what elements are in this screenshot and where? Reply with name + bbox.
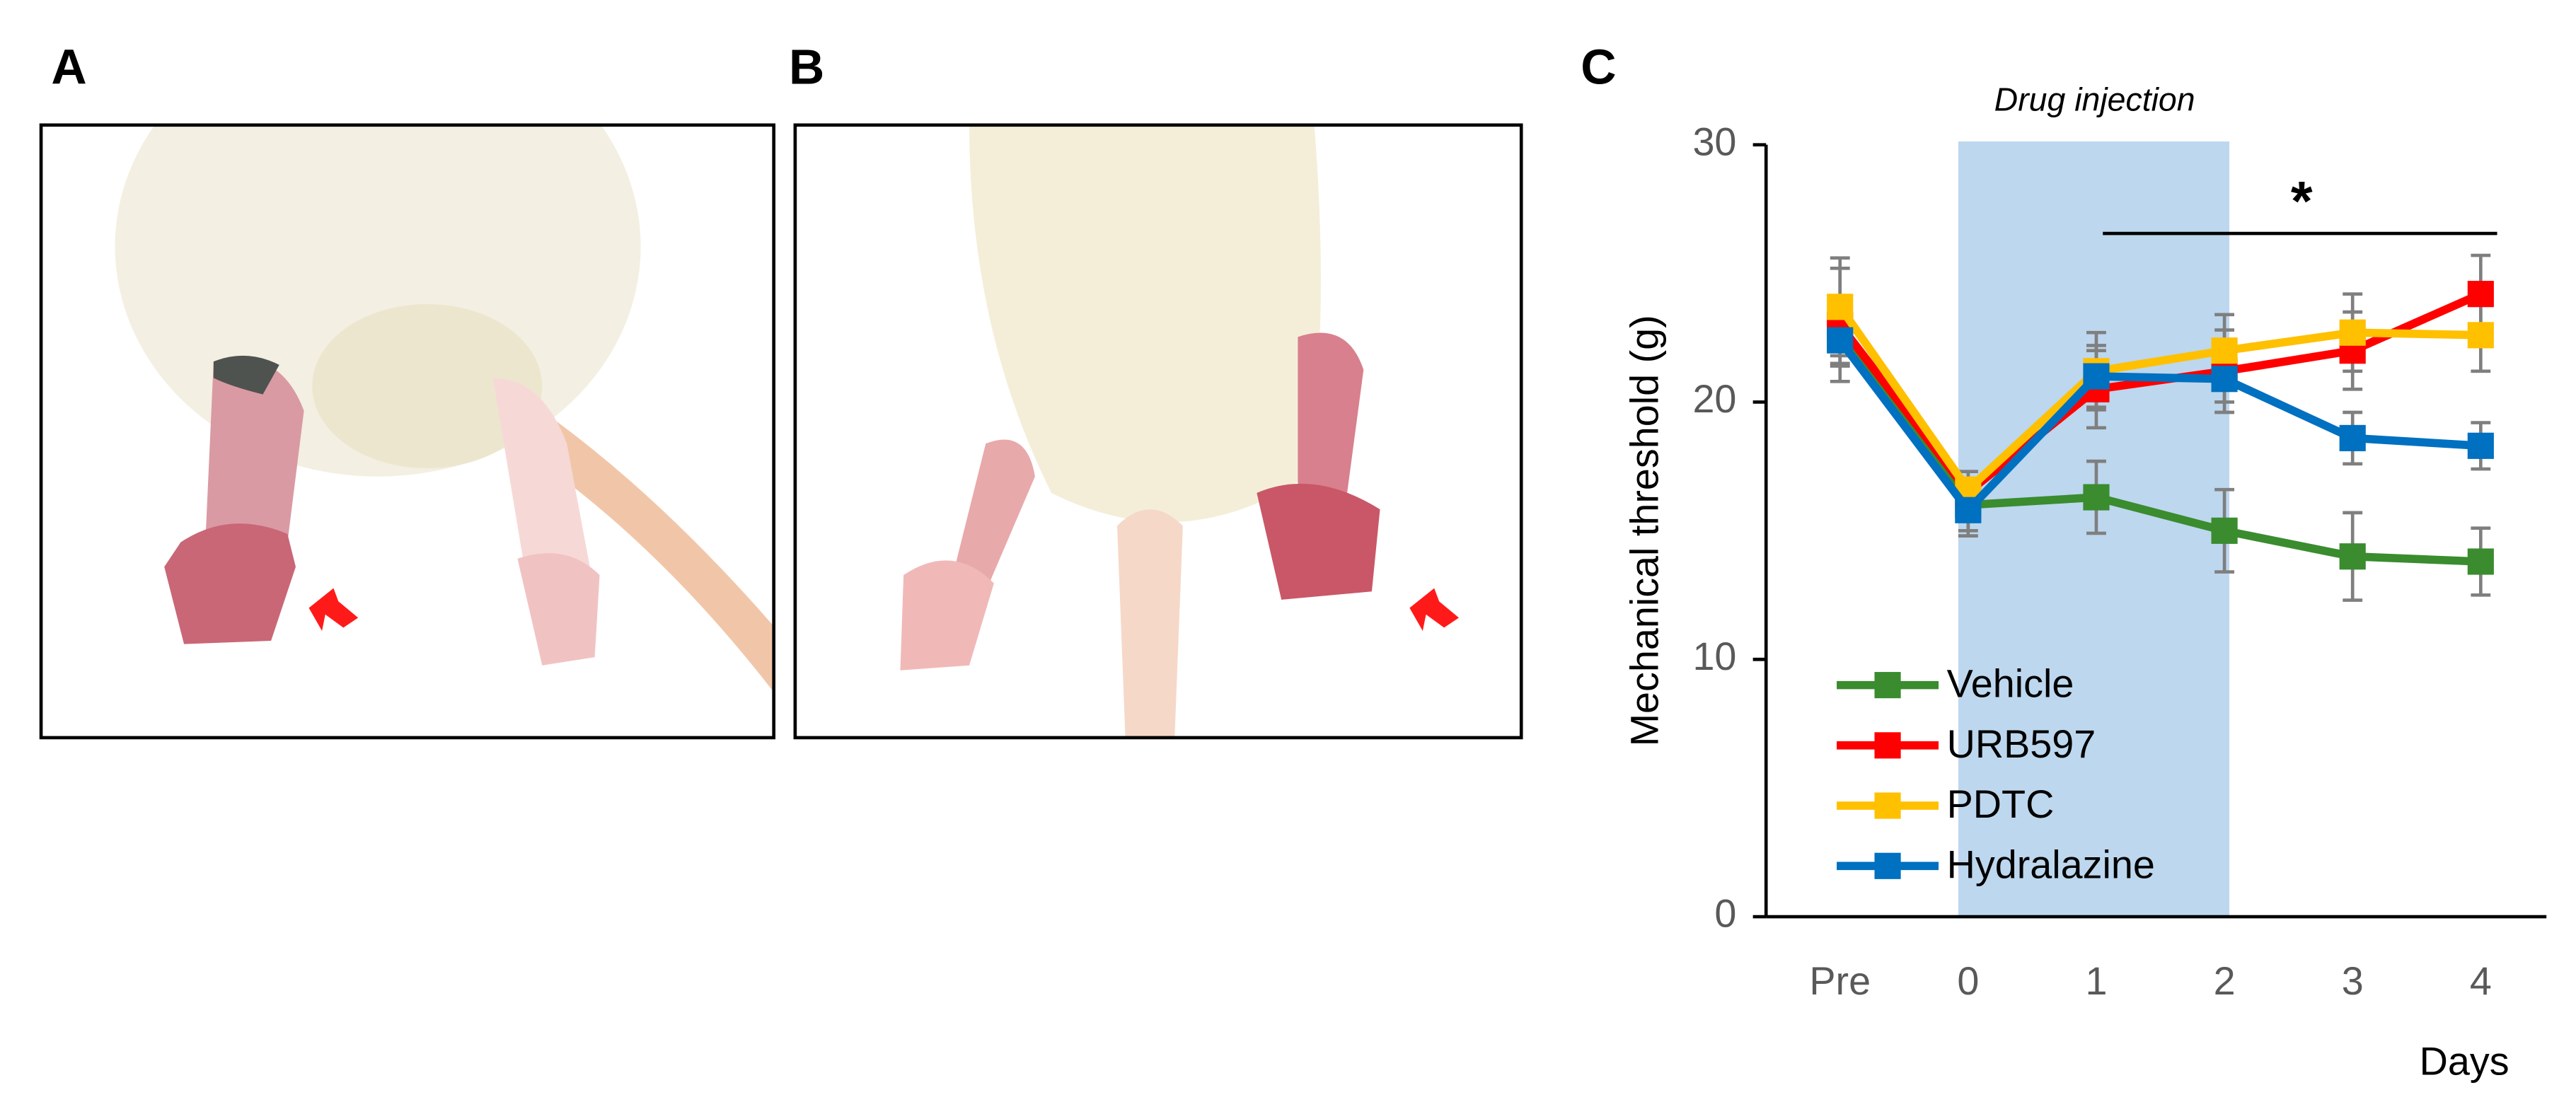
legend-marker — [1874, 672, 1901, 699]
data-point — [1827, 294, 1854, 320]
data-point — [2467, 548, 2494, 575]
data-point — [2467, 281, 2494, 308]
y-tick-label: 0 — [1714, 892, 1736, 936]
data-point — [1955, 497, 1982, 523]
legend-marker — [1874, 792, 1901, 819]
panel-label: C — [1581, 40, 1616, 95]
y-tick-label: 10 — [1692, 634, 1736, 678]
data-point — [2467, 432, 2494, 459]
legend-label: Vehicle — [1947, 662, 2074, 706]
data-point — [2339, 319, 2366, 346]
panel-label: B — [789, 40, 824, 95]
legend-label: URB597 — [1947, 722, 2096, 766]
data-point — [2339, 424, 2366, 451]
x-axis-label: Days — [2420, 1040, 2509, 1084]
injection-period — [1958, 141, 2230, 917]
data-point — [2083, 484, 2110, 511]
data-point — [2211, 337, 2238, 364]
legend-label: PDTC — [1947, 782, 2055, 826]
legend-marker — [1874, 732, 1901, 759]
x-tick-label: Pre — [1809, 959, 1871, 1003]
data-point — [2083, 363, 2110, 390]
legend-label: Hydralazine — [1947, 842, 2155, 886]
panel-label: A — [51, 40, 86, 95]
series-line — [1836, 304, 2481, 494]
data-point — [2467, 322, 2494, 349]
data-point — [1827, 327, 1854, 354]
x-tick-label: 3 — [2342, 959, 2364, 1003]
y-tick-label: 30 — [1692, 120, 1736, 163]
photo-b — [793, 123, 1523, 740]
x-tick-label: 1 — [2085, 959, 2107, 1003]
data-point — [2211, 366, 2238, 393]
data-point — [2339, 543, 2366, 570]
legend-marker — [1874, 852, 1901, 879]
y-tick-label: 20 — [1692, 377, 1736, 421]
significance-star: * — [2291, 170, 2313, 232]
x-tick-label: 0 — [1957, 959, 1979, 1003]
photo-a — [39, 123, 776, 740]
x-tick-label: 4 — [2470, 959, 2492, 1003]
y-axis-label: Mechanical threshold (g) — [1623, 315, 1667, 746]
series-line — [1837, 337, 2481, 515]
x-tick-label: 2 — [2214, 959, 2236, 1003]
annotation: Drug injection — [1994, 81, 2195, 118]
data-point — [2211, 517, 2238, 544]
